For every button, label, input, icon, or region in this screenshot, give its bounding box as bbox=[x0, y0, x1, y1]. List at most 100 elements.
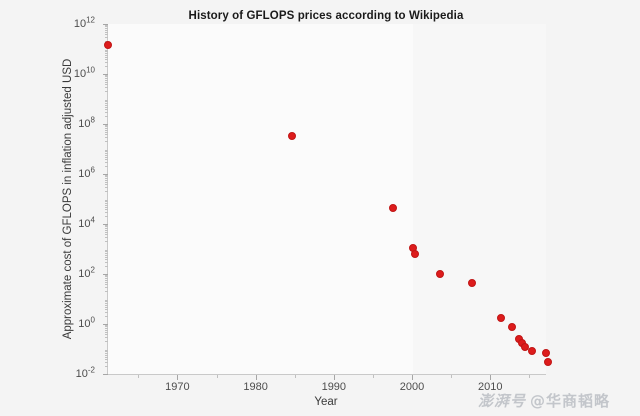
y-tick-minor bbox=[105, 31, 108, 33]
y-tick-minor bbox=[105, 77, 108, 79]
y-tick-label: 10-2 bbox=[75, 365, 95, 380]
y-tick-minor bbox=[105, 233, 108, 235]
y-tick-minor bbox=[105, 262, 108, 264]
y-tick-major bbox=[103, 274, 108, 275]
y-tick-minor bbox=[105, 175, 108, 177]
y-tick-minor bbox=[105, 191, 108, 193]
y-tick-label: 1010 bbox=[73, 65, 95, 80]
y-tick-minor bbox=[105, 201, 108, 203]
x-tick-label: 1970 bbox=[165, 381, 190, 393]
x-tick-minor bbox=[372, 375, 374, 378]
y-tick-minor bbox=[105, 250, 108, 252]
y-tick-minor bbox=[105, 276, 108, 278]
y-tick-minor bbox=[105, 327, 108, 329]
x-tick-major bbox=[255, 375, 257, 380]
y-tick-minor bbox=[105, 179, 108, 181]
y-tick-minor bbox=[105, 362, 108, 364]
y-tick-minor bbox=[105, 166, 108, 168]
y-tick-minor bbox=[105, 200, 108, 202]
data-point bbox=[542, 348, 550, 357]
x-tick-label: 2010 bbox=[478, 381, 503, 393]
y-tick-major bbox=[103, 174, 108, 175]
data-point bbox=[389, 204, 398, 213]
y-tick-minor bbox=[105, 183, 108, 185]
y-tick-minor bbox=[105, 56, 108, 58]
x-tick-minor bbox=[529, 375, 531, 378]
y-tick-minor bbox=[105, 252, 108, 254]
x-tick-label: 1980 bbox=[243, 381, 268, 393]
y-tick-minor bbox=[105, 112, 108, 114]
y-tick-minor bbox=[105, 127, 108, 129]
x-tick-major bbox=[412, 375, 414, 380]
y-tick-minor bbox=[105, 50, 108, 52]
y-tick-minor bbox=[105, 162, 108, 164]
y-tick-minor bbox=[105, 231, 108, 233]
y-tick-major bbox=[103, 24, 108, 25]
y-tick-minor bbox=[105, 258, 108, 260]
y-tick-minor bbox=[105, 333, 108, 335]
y-tick-minor bbox=[105, 366, 108, 368]
data-point bbox=[507, 323, 516, 332]
y-tick-major bbox=[103, 224, 108, 225]
y-tick-minor bbox=[105, 283, 108, 285]
y-tick-minor bbox=[105, 154, 108, 156]
y-tick-minor bbox=[105, 101, 108, 103]
y-tick-minor bbox=[105, 79, 108, 81]
y-tick-minor bbox=[105, 254, 108, 256]
y-tick-minor bbox=[105, 126, 108, 128]
y-tick-minor bbox=[105, 91, 108, 93]
y-tick-minor bbox=[105, 58, 108, 60]
watermark: 澎湃号 @华商韬略 bbox=[478, 390, 610, 411]
chart-title: History of GFLOPS prices according to Wi… bbox=[188, 10, 464, 22]
y-tick-minor bbox=[105, 133, 108, 135]
y-tick-minor bbox=[105, 308, 108, 310]
data-point bbox=[527, 347, 536, 356]
data-point bbox=[287, 132, 296, 141]
y-tick-minor bbox=[105, 137, 108, 139]
y-tick-minor bbox=[105, 102, 108, 104]
data-point bbox=[467, 279, 476, 288]
y-tick-minor bbox=[105, 358, 108, 360]
y-tick-label: 1012 bbox=[73, 15, 95, 30]
y-tick-minor bbox=[105, 237, 108, 239]
data-point bbox=[435, 270, 444, 278]
y-tick-minor bbox=[105, 81, 108, 83]
y-tick-minor bbox=[105, 212, 108, 214]
y-tick-minor bbox=[105, 62, 108, 64]
y-tick-minor bbox=[105, 241, 108, 243]
y-tick-minor bbox=[105, 291, 108, 293]
y-tick-minor bbox=[105, 226, 108, 228]
y-tick-minor bbox=[105, 277, 108, 279]
y-tick-minor bbox=[105, 37, 108, 39]
y-tick-minor bbox=[105, 152, 108, 154]
y-tick-minor bbox=[105, 176, 108, 178]
y-tick-minor bbox=[105, 302, 108, 304]
y-tick-major bbox=[103, 124, 108, 125]
y-tick-minor bbox=[105, 204, 108, 206]
data-point bbox=[104, 40, 112, 49]
y-tick-minor bbox=[105, 352, 108, 354]
y-tick-minor bbox=[105, 227, 108, 229]
y-tick-minor bbox=[105, 304, 108, 306]
data-point bbox=[411, 249, 420, 258]
y-tick-minor bbox=[105, 301, 108, 303]
y-tick-minor bbox=[105, 104, 108, 106]
watermark-brand: 澎湃号 bbox=[478, 392, 527, 410]
y-tick-minor bbox=[105, 51, 108, 53]
y-tick-minor bbox=[105, 76, 108, 78]
x-tick-major bbox=[333, 375, 335, 380]
plot-area bbox=[103, 24, 552, 375]
y-tick-minor bbox=[105, 331, 108, 333]
y-tick-minor bbox=[105, 25, 108, 27]
x-tick-label: 2000 bbox=[399, 381, 425, 393]
y-tick-minor bbox=[105, 266, 108, 268]
x-tick-minor bbox=[138, 375, 140, 378]
y-tick-minor bbox=[105, 141, 108, 143]
y-tick-minor bbox=[105, 256, 108, 258]
y-tick-minor bbox=[105, 216, 108, 218]
y-tick-minor bbox=[105, 351, 108, 353]
y-tick-minor bbox=[105, 177, 108, 179]
y-tick-minor bbox=[105, 125, 108, 127]
x-tick-major bbox=[177, 375, 179, 380]
